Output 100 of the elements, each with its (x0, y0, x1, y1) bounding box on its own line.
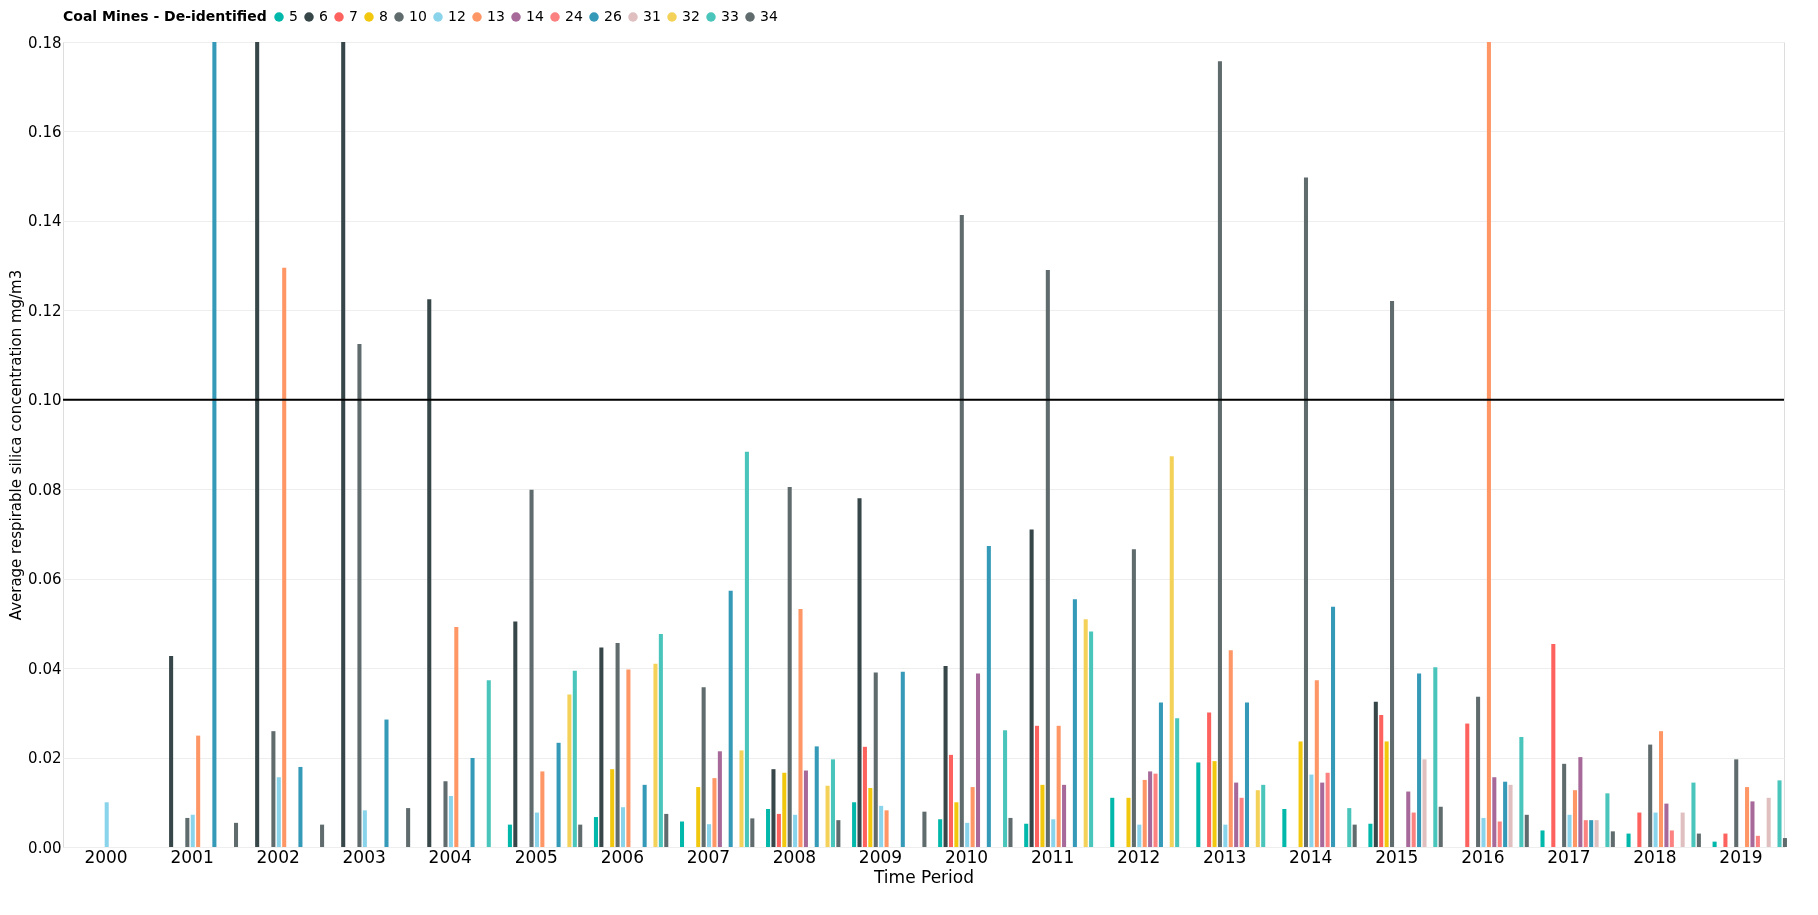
bar (384, 719, 389, 847)
bar (1540, 830, 1545, 847)
bar (507, 824, 512, 847)
bar (782, 772, 787, 847)
legend-title: Coal Mines - De-identified (63, 8, 267, 24)
x-axis-title: Time Period (872, 866, 975, 887)
bar (959, 215, 964, 847)
x-tick-label: 2012 (1116, 846, 1161, 867)
bar (1056, 725, 1061, 847)
bar (943, 665, 948, 847)
bar (448, 796, 453, 847)
bar (922, 811, 927, 847)
bar (1175, 718, 1180, 847)
bar (1745, 787, 1750, 847)
bar (744, 451, 749, 847)
bar (271, 731, 276, 847)
bar (793, 814, 798, 847)
bar (1347, 808, 1352, 847)
bar (1309, 774, 1314, 847)
bar (341, 42, 346, 847)
bar (830, 759, 835, 847)
bar (1782, 838, 1787, 847)
bar (1594, 820, 1599, 847)
bar (1040, 784, 1045, 847)
bar (1648, 744, 1653, 847)
bar (1422, 759, 1427, 847)
bar (975, 673, 981, 847)
legend-label: 6 (319, 8, 328, 24)
bar (1589, 820, 1594, 847)
bar (1562, 763, 1567, 847)
x-tick-label: 2019 (1719, 846, 1763, 867)
bar (1755, 835, 1760, 847)
bar (1777, 780, 1782, 847)
bar (1244, 702, 1250, 847)
legend-label: 7 (349, 8, 358, 24)
bar (712, 778, 717, 847)
bar (1734, 759, 1739, 847)
bar (642, 784, 647, 847)
bar (1519, 736, 1524, 847)
bar (1331, 606, 1336, 847)
y-tick-label: 0.16 (28, 122, 62, 141)
bar (1696, 833, 1701, 847)
bar (486, 680, 491, 847)
legend-label: 10 (409, 8, 427, 24)
bar (862, 746, 867, 847)
bar (1486, 42, 1491, 847)
bar (454, 626, 459, 847)
x-tick-label: 2008 (772, 846, 817, 867)
bar (1008, 817, 1013, 847)
bar (169, 656, 174, 847)
bar (771, 769, 776, 847)
x-tick-label: 2016 (1461, 846, 1505, 867)
bar (1051, 819, 1056, 847)
bar (1003, 730, 1008, 847)
bar (868, 787, 873, 847)
bar (1610, 831, 1615, 847)
y-tick-label: 0.04 (28, 659, 62, 678)
bar (620, 807, 626, 847)
bar (879, 805, 884, 847)
bar (593, 817, 598, 847)
x-tick-label: 2000 (84, 846, 128, 867)
x-tick-label: 2017 (1547, 846, 1591, 867)
bar (1110, 797, 1115, 847)
bar (196, 735, 201, 847)
legend-label: 12 (448, 8, 466, 24)
bar (1282, 808, 1287, 847)
bar (900, 671, 905, 847)
bar (1664, 803, 1669, 847)
x-tick-label: 2018 (1633, 846, 1677, 867)
bar (626, 669, 631, 847)
x-tick-label: 2007 (686, 846, 731, 867)
x-tick-label: 2011 (1030, 846, 1075, 867)
bar (540, 771, 545, 847)
bar (965, 822, 970, 847)
bar (1062, 784, 1067, 847)
bar (406, 808, 411, 847)
bar (798, 609, 803, 847)
legend-label: 34 (760, 8, 778, 24)
bar (1637, 812, 1642, 847)
bar (1551, 643, 1556, 847)
legend-label: 13 (487, 8, 505, 24)
bar (513, 621, 518, 847)
bar (1406, 791, 1411, 847)
bar (1035, 725, 1040, 847)
bar (255, 42, 260, 847)
bar (1137, 824, 1142, 847)
bar (104, 802, 109, 847)
bar (1691, 782, 1696, 847)
bar (282, 267, 287, 847)
bar (233, 822, 239, 847)
bar (529, 489, 534, 847)
x-tick-label: 2001 (170, 846, 214, 867)
bar (1411, 812, 1416, 847)
bar (1669, 830, 1674, 847)
bar (1626, 833, 1631, 847)
bar (1567, 814, 1572, 847)
bar (803, 770, 808, 847)
bar (610, 769, 615, 847)
bar (1524, 814, 1529, 847)
bar (658, 634, 663, 847)
